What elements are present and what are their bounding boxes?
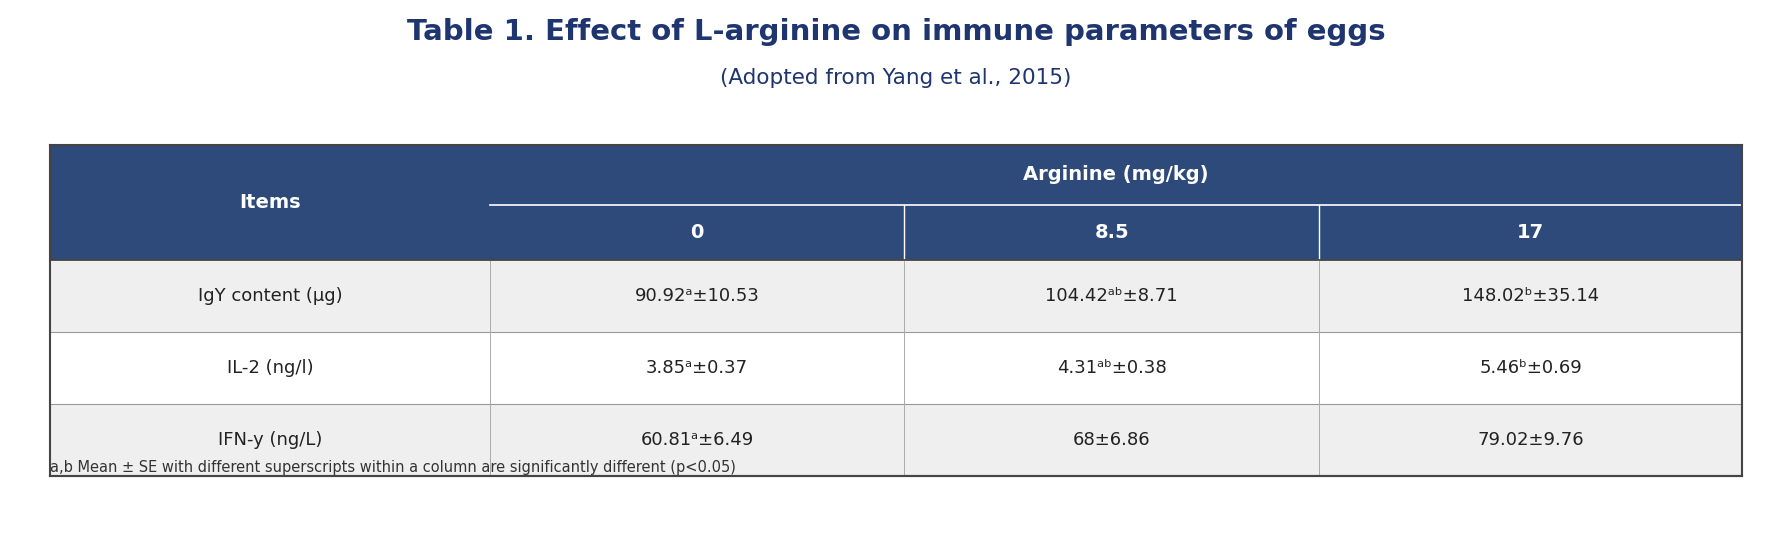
Text: a,b Mean ± SE with different superscripts within a column are significantly diff: a,b Mean ± SE with different superscript… (50, 460, 737, 475)
Bar (50, 260, 1742, 332)
Text: 4.31ᵃᵇ±0.38: 4.31ᵃᵇ±0.38 (1057, 359, 1167, 377)
Text: 148.02ᵇ±35.14: 148.02ᵇ±35.14 (1462, 287, 1598, 305)
Bar (50, 332, 1742, 404)
Bar (50, 145, 1742, 260)
Text: Table 1. Effect of L-arginine on immune parameters of eggs: Table 1. Effect of L-arginine on immune … (407, 18, 1385, 46)
Text: 79.02±9.76: 79.02±9.76 (1477, 431, 1584, 449)
Bar (50, 404, 1742, 476)
Text: IFN-y (ng/L): IFN-y (ng/L) (219, 431, 323, 449)
Text: (Adopted from Yang et al., 2015): (Adopted from Yang et al., 2015) (720, 68, 1072, 88)
Text: 60.81ᵃ±6.49: 60.81ᵃ±6.49 (640, 431, 754, 449)
Text: 68±6.86: 68±6.86 (1073, 431, 1150, 449)
Text: 5.46ᵇ±0.69: 5.46ᵇ±0.69 (1478, 359, 1582, 377)
Text: IL-2 (ng/l): IL-2 (ng/l) (226, 359, 314, 377)
Text: 104.42ᵃᵇ±8.71: 104.42ᵃᵇ±8.71 (1045, 287, 1177, 305)
Text: Arginine (mg/kg): Arginine (mg/kg) (1023, 165, 1210, 184)
Text: 3.85ᵃ±0.37: 3.85ᵃ±0.37 (647, 359, 749, 377)
Text: IgY content (μg): IgY content (μg) (197, 287, 342, 305)
Text: 0: 0 (690, 223, 704, 242)
Text: 8.5: 8.5 (1095, 223, 1129, 242)
Text: Items: Items (238, 193, 301, 212)
Text: 90.92ᵃ±10.53: 90.92ᵃ±10.53 (634, 287, 760, 305)
Text: 17: 17 (1518, 223, 1545, 242)
